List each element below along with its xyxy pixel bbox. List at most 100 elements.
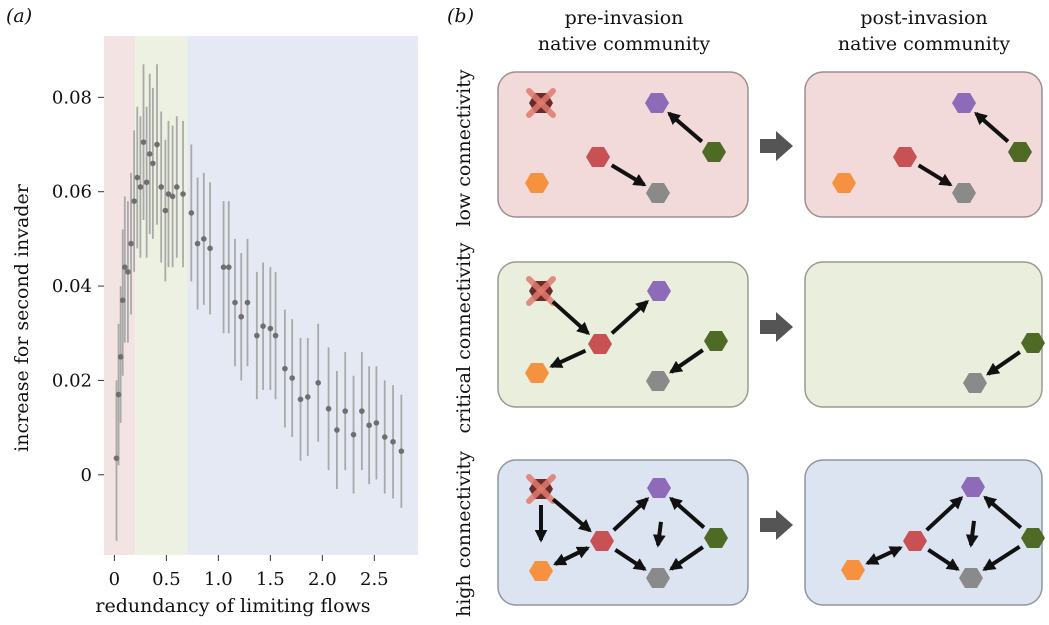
data-point — [162, 207, 169, 214]
gray-species-node — [952, 183, 976, 203]
data-point — [188, 210, 195, 216]
data-point — [207, 245, 213, 252]
data-point — [350, 431, 357, 438]
data-point — [390, 438, 396, 445]
purple-species-node — [647, 478, 671, 498]
data-point — [366, 422, 372, 429]
panel-a: (a) 0 0.02 0.04 0.06 0.08 0 0.5 1.0 1.5 2.0 2.5 re… — [6, 5, 418, 617]
data-point — [272, 332, 279, 339]
data-point — [267, 325, 274, 332]
transition-arrows — [760, 131, 793, 540]
data-point — [325, 405, 332, 412]
orange-species-node — [529, 561, 553, 581]
y-tick-label: 0.02 — [52, 370, 92, 391]
red-species-node — [590, 531, 614, 551]
interaction-arrow — [551, 300, 591, 336]
data-point — [180, 191, 186, 197]
green-species-node — [1008, 142, 1032, 162]
orange-species-node — [525, 363, 549, 383]
data-point — [165, 191, 172, 197]
purple-species-node — [952, 93, 976, 113]
interaction-arrow — [965, 520, 979, 548]
interaction-arrow — [551, 497, 592, 533]
panel-a-label: (a) — [6, 5, 32, 27]
data-point — [131, 198, 137, 204]
data-point — [381, 434, 388, 440]
x-tick-label: 1.5 — [256, 569, 285, 590]
interaction-arrow — [549, 348, 587, 369]
green-species-node — [1021, 333, 1045, 353]
y-tick-label: 0 — [81, 465, 92, 486]
green-species-node — [704, 528, 728, 548]
community-box-high-post — [804, 459, 1043, 606]
row-label-high: high connectivity — [453, 451, 475, 617]
data-point — [232, 299, 238, 306]
interaction-arrow — [652, 521, 666, 548]
gray-species-node — [959, 568, 983, 588]
data-point — [315, 379, 321, 386]
plot-area: 0 0.02 0.04 0.06 0.08 0 0.5 1.0 1.5 2.0 2.5 — [52, 36, 418, 590]
data-point — [359, 408, 365, 414]
orange-species-node — [841, 560, 865, 580]
x-tick-label: 0 — [109, 569, 120, 590]
column-header-pre-line1: pre-invasion — [565, 7, 684, 29]
interaction-arrow — [669, 496, 706, 529]
interaction-arrow — [669, 348, 704, 374]
data-point — [238, 313, 245, 320]
x-tick-label: 2.0 — [308, 569, 337, 590]
data-point — [373, 420, 380, 426]
column-header-post-line1: post-invasion — [860, 7, 987, 29]
community-box-high-pre — [497, 459, 749, 606]
data-point — [260, 323, 266, 329]
background-region-2 — [187, 36, 418, 555]
red-species-node — [586, 147, 610, 167]
gray-species-node — [646, 183, 670, 203]
y-tick-label: 0.06 — [52, 182, 92, 203]
panel-b-label: (b) — [447, 5, 474, 27]
green-species-node — [702, 142, 726, 162]
data-point — [146, 151, 153, 157]
column-header-post-line2: native community — [838, 33, 1011, 55]
data-point — [143, 179, 150, 186]
purple-species-node — [647, 281, 671, 301]
interaction-arrow — [554, 546, 590, 566]
interaction-arrow — [669, 545, 704, 571]
data-point — [128, 240, 134, 247]
interaction-arrow — [982, 544, 1021, 572]
purple-species-node — [961, 477, 985, 497]
data-point — [113, 455, 120, 462]
gray-species-node — [646, 371, 670, 391]
transition-arrow-critical — [760, 312, 793, 342]
data-point — [297, 396, 304, 403]
data-point — [125, 269, 131, 275]
column-header-pre-line2: native community — [538, 33, 711, 55]
background-region-0 — [104, 36, 136, 555]
data-point — [289, 375, 295, 381]
gray-species-node — [963, 373, 987, 393]
x-tick-label: 1.0 — [204, 569, 233, 590]
green-species-node — [704, 331, 728, 351]
data-point — [173, 184, 180, 190]
data-point — [119, 297, 126, 304]
data-point — [254, 332, 260, 339]
community-box-low-pre — [497, 71, 749, 218]
interaction-arrow — [610, 299, 650, 335]
data-point — [282, 365, 288, 372]
interaction-arrow — [612, 497, 650, 532]
red-species-node — [588, 334, 612, 354]
community-diagrams — [525, 88, 1045, 588]
data-point — [304, 394, 311, 400]
data-point — [194, 240, 201, 247]
cross-mark — [526, 474, 556, 504]
interaction-arrow — [986, 350, 1021, 376]
interaction-arrow — [925, 496, 964, 532]
data-point — [169, 193, 176, 200]
y-axis-label: increase for second invader — [11, 183, 33, 452]
interaction-arrow — [983, 495, 1023, 530]
data-point — [140, 139, 147, 145]
data-point — [244, 299, 251, 306]
cross-mark — [526, 276, 556, 306]
orange-species-node — [525, 173, 549, 193]
x-tick-label: 2.5 — [360, 569, 389, 590]
